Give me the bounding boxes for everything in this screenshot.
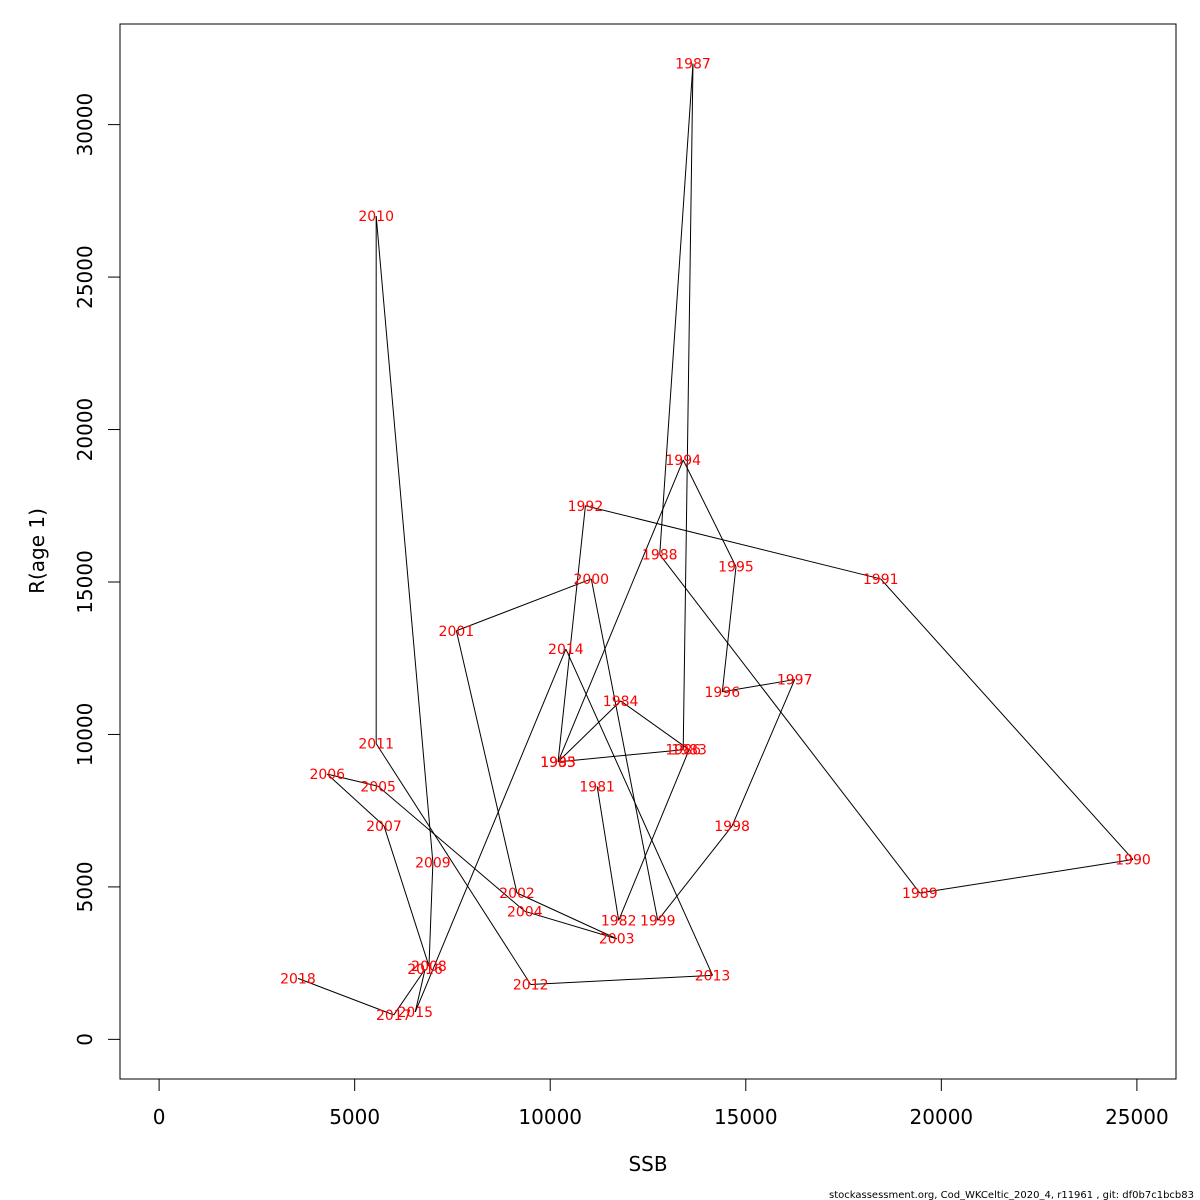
- year-label-1983: 1983: [671, 743, 707, 759]
- year-label-1988: 1988: [642, 548, 678, 564]
- y-tick-label: 20000: [73, 398, 97, 462]
- year-label-1996: 1996: [704, 685, 740, 701]
- year-label-2018: 2018: [280, 971, 316, 987]
- segment-2002-2003: [516, 892, 617, 940]
- year-label-2006: 2006: [309, 767, 345, 783]
- footer-credit: stockassessment.org, Cod_WKCeltic_2020_4…: [829, 1190, 1194, 1200]
- year-label-1994: 1994: [665, 453, 701, 469]
- year-label-2016: 2016: [407, 962, 443, 978]
- segment-1984-1985: [557, 700, 621, 763]
- year-label-2003: 2003: [599, 932, 635, 948]
- connecting-lines: [297, 63, 1134, 1016]
- segment-2000-2001: [456, 578, 592, 632]
- year-label-1981: 1981: [579, 779, 615, 795]
- y-axis-label: R(age 1): [25, 508, 49, 594]
- year-label-2012: 2012: [513, 977, 549, 993]
- segment-2003-2004: [524, 910, 617, 940]
- segment-1994-1995: [682, 459, 737, 567]
- x-axis: 0 5000 10000 15000 20000 25000: [153, 1078, 1169, 1129]
- segment-2004-2005: [377, 785, 526, 912]
- x-tick-label: 0: [153, 1105, 166, 1129]
- x-tick-label: 5000: [329, 1105, 380, 1129]
- segment-1988-1989: [659, 554, 921, 894]
- segment-1996-1997: [722, 679, 795, 693]
- y-tick-label: 0: [73, 1033, 97, 1046]
- year-label-2008: 2008: [411, 959, 447, 975]
- x-tick-label: 15000: [714, 1105, 778, 1129]
- year-label-2004: 2004: [507, 904, 543, 920]
- segment-2009-2010: [375, 216, 434, 863]
- y-tick-label: 15000: [73, 550, 97, 614]
- segment-2007-2008: [383, 825, 430, 967]
- year-labels: 1981 1982 1983 1984 1985 1986 1987 1988 1989 1990…: [280, 57, 1151, 1024]
- y-tick-label: 10000: [73, 703, 97, 767]
- segment-1982-1983: [618, 749, 690, 921]
- x-axis-label: SSB: [628, 1152, 667, 1176]
- segment-1992-1993: [557, 505, 586, 762]
- year-label-2005: 2005: [360, 779, 396, 795]
- segment-2012-2013: [530, 974, 713, 985]
- segment-1991-1992: [585, 505, 881, 580]
- year-label-1989: 1989: [902, 886, 938, 902]
- year-label-2001: 2001: [439, 624, 475, 640]
- segment-2006-2007: [326, 773, 385, 827]
- segment-2008-2009: [428, 862, 434, 967]
- year-label-2002: 2002: [499, 886, 535, 902]
- year-label-2009: 2009: [415, 856, 451, 872]
- year-label-2000: 2000: [573, 572, 609, 588]
- year-label-1992: 1992: [568, 499, 604, 515]
- year-label-1997: 1997: [777, 673, 813, 689]
- y-axis: 0 5000 10000 15000 20000 25000 30000: [73, 93, 121, 1046]
- segment-2017-2018: [297, 977, 394, 1016]
- year-label-2017: 2017: [376, 1008, 412, 1024]
- year-label-1984: 1984: [603, 694, 639, 710]
- segment-1981-1982: [596, 786, 620, 921]
- y-tick-label: 30000: [73, 93, 97, 157]
- x-tick-label: 10000: [518, 1105, 582, 1129]
- segment-1990-1991: [880, 578, 1134, 860]
- year-label-2011: 2011: [358, 737, 394, 753]
- year-label-2013: 2013: [695, 968, 731, 984]
- segment-1999-2000: [590, 578, 659, 921]
- segment-2011-2012: [375, 743, 532, 985]
- segment-2005-2006: [327, 773, 379, 787]
- year-label-2007: 2007: [366, 819, 402, 835]
- year-label-1990: 1990: [1115, 852, 1151, 868]
- x-tick-label: 20000: [910, 1105, 974, 1129]
- y-tick-label: 25000: [73, 245, 97, 309]
- year-label-1986: 1986: [665, 743, 701, 759]
- segment-1987-1988: [659, 63, 694, 555]
- segment-1983-1984: [620, 700, 690, 751]
- year-label-1998: 1998: [714, 819, 750, 835]
- segment-1998-1999: [657, 825, 733, 921]
- segment-2016-2017: [393, 968, 426, 1016]
- segment-1997-1998: [731, 679, 796, 827]
- segment-2013-2014: [565, 648, 713, 976]
- segment-1993-1994: [557, 459, 684, 763]
- segment-1989-1990: [919, 858, 1134, 894]
- year-label-2014: 2014: [548, 642, 584, 658]
- segment-1986-1987: [682, 63, 694, 750]
- segment-2014-2015: [414, 648, 567, 1013]
- year-label-2015: 2015: [397, 1005, 433, 1021]
- segment-2015-2016: [414, 969, 426, 1013]
- x-tick-label: 25000: [1105, 1105, 1169, 1129]
- segment-2001-2002: [455, 630, 518, 894]
- segment-1985-1986: [557, 749, 684, 763]
- y-tick-label: 5000: [73, 861, 97, 912]
- year-label-2010: 2010: [358, 209, 394, 225]
- year-label-1999: 1999: [640, 913, 676, 929]
- segment-1995-1996: [721, 566, 737, 692]
- year-label-1987: 1987: [675, 57, 711, 73]
- year-label-1982: 1982: [601, 913, 637, 929]
- year-label-1985: 1985: [540, 755, 576, 771]
- year-label-1995: 1995: [718, 560, 754, 576]
- year-label-1993: 1993: [540, 755, 576, 771]
- year-label-1991: 1991: [863, 572, 899, 588]
